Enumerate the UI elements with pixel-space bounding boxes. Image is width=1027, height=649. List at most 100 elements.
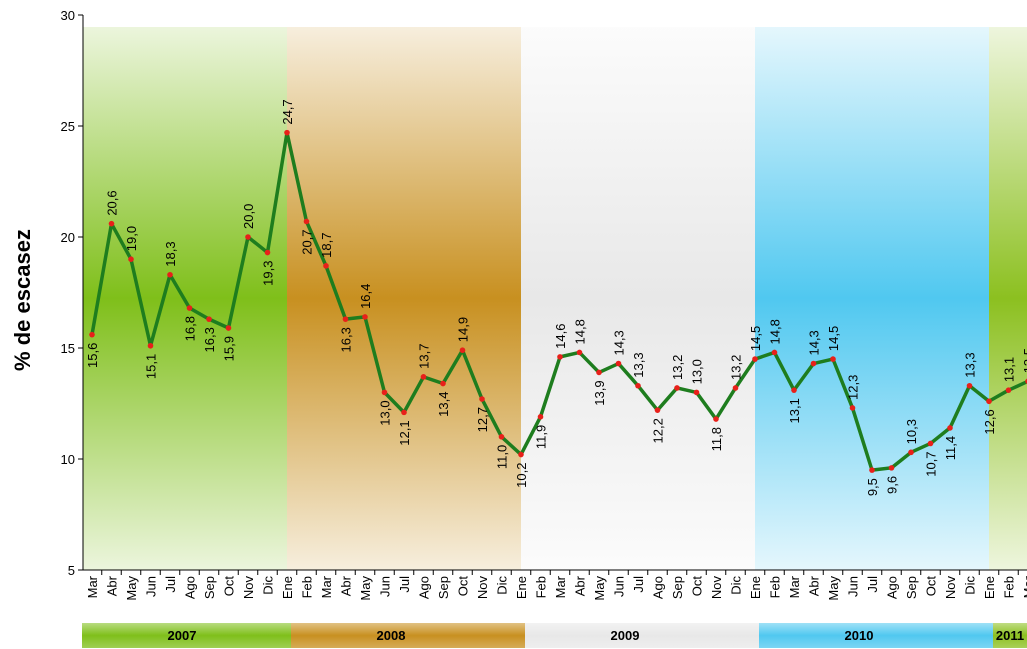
x-tick-label: Jul [631, 576, 646, 593]
data-point [479, 396, 485, 402]
x-tick-label: Dic [729, 576, 744, 595]
data-point [830, 356, 836, 362]
data-point [615, 360, 622, 367]
data-label: 10,7 [924, 451, 939, 476]
data-point [147, 342, 154, 349]
data-point [869, 467, 875, 473]
year-bar [993, 623, 1027, 648]
data-point [128, 256, 134, 263]
data-point [732, 385, 739, 391]
x-tick-label: Nov [943, 576, 958, 600]
data-label: 10,3 [904, 419, 919, 444]
data-point [206, 316, 212, 322]
data-label: 14,5 [748, 326, 763, 351]
data-label: 12,7 [475, 407, 490, 432]
data-label: 13,1 [1002, 357, 1017, 382]
data-point [459, 347, 466, 354]
data-point [537, 414, 544, 420]
data-label: 13,4 [436, 392, 451, 417]
y-tick-label: 30 [61, 8, 75, 23]
year-label: 2010 [845, 628, 874, 643]
data-point [245, 234, 251, 240]
data-label: 14,3 [807, 330, 822, 355]
y-tick-label: 25 [61, 119, 75, 134]
data-point [849, 405, 856, 411]
data-label: 19,3 [261, 261, 276, 286]
data-point [654, 407, 661, 413]
x-tick-label: Sep [670, 576, 685, 599]
data-label: 19,0 [124, 226, 139, 251]
data-point [908, 449, 914, 456]
data-point [264, 249, 271, 256]
year-bar [82, 623, 291, 648]
data-label: 14,8 [573, 319, 588, 344]
year-band [755, 27, 989, 570]
x-tick-label: Feb [300, 576, 315, 598]
year-band [521, 27, 755, 570]
data-point [966, 382, 973, 389]
data-label: 9,6 [885, 476, 900, 494]
data-label: 10,2 [514, 463, 529, 488]
data-label: 14,3 [612, 330, 627, 355]
data-point [89, 331, 95, 338]
data-point [674, 385, 680, 391]
x-tick-label: Jun [846, 576, 861, 597]
data-label: 12,1 [397, 420, 412, 445]
x-tick-label: May [358, 576, 373, 601]
data-label: 13,3 [631, 352, 646, 377]
data-point [323, 263, 329, 269]
x-tick-label: Oct [222, 576, 237, 597]
data-label: 11,8 [709, 427, 724, 451]
data-point [303, 218, 310, 225]
x-tick-label: Dic [495, 576, 510, 595]
data-point [440, 380, 446, 387]
data-point [888, 465, 895, 471]
data-point [362, 314, 368, 320]
x-tick-label: Feb [768, 576, 783, 598]
x-tick-label: Abr [807, 575, 822, 596]
y-tick-label: 15 [61, 341, 75, 356]
y-axis-title: % de escasez [10, 229, 35, 371]
data-label: 16,8 [183, 316, 198, 341]
x-tick-label: Jul [163, 576, 178, 593]
data-label: 20,7 [300, 229, 315, 254]
data-point [557, 354, 563, 360]
data-label: 18,7 [319, 233, 334, 258]
y-tick-label: 10 [61, 452, 75, 467]
data-label: 11,0 [495, 445, 510, 469]
data-label: 13,9 [592, 380, 607, 405]
data-point [927, 440, 934, 447]
data-point [381, 389, 388, 396]
data-label: 11,9 [534, 425, 549, 449]
data-point [596, 369, 602, 376]
data-label: 13,2 [729, 355, 744, 380]
x-tick-label: Jun [612, 576, 627, 597]
data-point [713, 416, 719, 422]
data-point [284, 129, 290, 136]
x-tick-label: Ago [885, 576, 900, 599]
data-point [401, 409, 407, 416]
data-label: 16,4 [358, 284, 373, 309]
data-point [810, 360, 817, 367]
x-tick-label: Feb [1002, 576, 1017, 598]
data-point [947, 425, 953, 431]
x-tick-label: Sep [904, 576, 919, 599]
year-bar [759, 623, 993, 648]
data-label: 16,3 [202, 327, 217, 352]
y-tick-label: 20 [61, 230, 75, 245]
x-tick-label: Nov [241, 576, 256, 600]
x-tick-label: Mar [787, 575, 802, 598]
data-point [186, 305, 193, 311]
x-tick-label: Ago [183, 576, 198, 599]
data-point [498, 434, 505, 440]
data-label: 12,6 [982, 409, 997, 434]
data-label: 11,4 [943, 436, 958, 460]
x-tick-label: May [124, 576, 139, 601]
data-point [752, 356, 758, 362]
x-tick-label: Ene [748, 576, 763, 599]
data-point [167, 271, 173, 278]
data-label: 20,6 [105, 190, 120, 215]
data-label: 13,2 [670, 355, 685, 380]
data-label: 15,6 [85, 343, 100, 368]
